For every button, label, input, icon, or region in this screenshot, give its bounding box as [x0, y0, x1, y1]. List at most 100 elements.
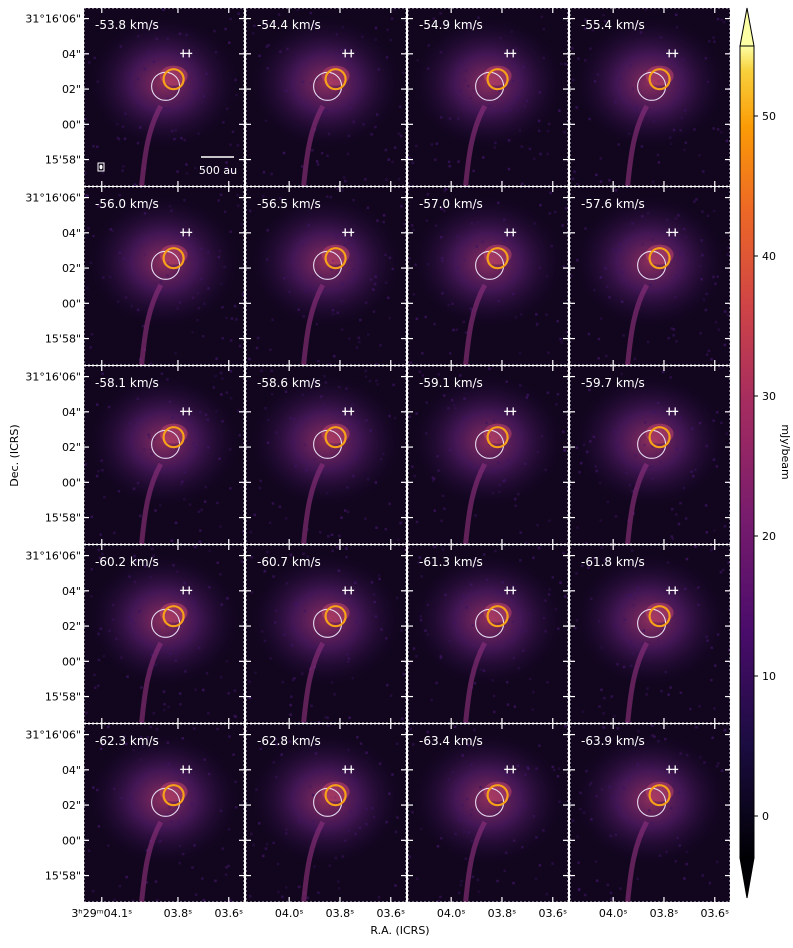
noise-pixel: [385, 178, 388, 181]
noise-pixel: [435, 142, 439, 145]
noise-pixel: [593, 80, 597, 83]
noise-pixel: [338, 534, 341, 538]
noise-pixel: [575, 572, 578, 575]
noise-pixel: [227, 864, 230, 868]
noise-pixel: [475, 245, 478, 248]
noise-pixel: [716, 128, 720, 131]
noise-pixel: [411, 811, 414, 814]
noise-pixel: [101, 468, 104, 472]
noise-pixel: [364, 375, 368, 378]
noise-pixel: [405, 21, 406, 24]
noise-pixel: [506, 459, 510, 463]
noise-pixel: [619, 887, 622, 890]
noise-pixel: [419, 827, 423, 831]
noise-pixel: [535, 323, 539, 327]
noise-pixel: [219, 371, 223, 375]
noise-pixel: [606, 883, 610, 887]
noise-pixel: [183, 581, 186, 585]
noise-pixel: [133, 183, 137, 186]
noise-pixel: [163, 708, 166, 712]
noise-pixel: [93, 56, 96, 60]
noise-pixel: [372, 816, 376, 819]
noise-pixel: [705, 635, 708, 639]
noise-pixel: [505, 773, 508, 776]
noise-pixel: [194, 446, 198, 450]
noise-pixel: [345, 387, 348, 390]
noise-pixel: [115, 122, 119, 126]
noise-pixel: [124, 112, 127, 115]
noise-pixel: [496, 879, 499, 883]
velocity-label: -57.6 km/s: [581, 197, 645, 211]
noise-pixel: [150, 452, 153, 456]
noise-pixel: [415, 877, 419, 881]
noise-pixel: [415, 655, 418, 658]
noise-pixel: [511, 80, 515, 83]
noise-pixel: [408, 156, 411, 160]
noise-pixel: [400, 204, 403, 208]
y-tick-label: 00": [62, 118, 81, 131]
noise-pixel: [154, 509, 157, 512]
noise-pixel: [193, 727, 196, 730]
noise-pixel: [225, 107, 229, 110]
noise-pixel: [439, 895, 442, 899]
noise-pixel: [388, 256, 392, 260]
noise-pixel: [364, 517, 367, 520]
noise-pixel: [178, 301, 182, 304]
noise-pixel: [415, 520, 419, 524]
noise-pixel: [600, 546, 604, 549]
noise-pixel: [235, 318, 238, 321]
noise-pixel: [575, 106, 578, 109]
noise-pixel: [539, 203, 542, 207]
noise-pixel: [528, 147, 532, 151]
noise-pixel: [630, 640, 633, 643]
noise-pixel: [268, 521, 272, 525]
y-tick-label: 00": [62, 655, 81, 668]
noise-pixel: [573, 170, 576, 173]
noise-pixel: [723, 310, 727, 313]
noise-pixel: [507, 233, 511, 237]
noise-pixel: [284, 517, 288, 520]
noise-pixel: [591, 28, 595, 32]
noise-pixel: [599, 519, 602, 522]
noise-pixel: [547, 593, 551, 596]
panel-frame: [245, 544, 407, 724]
noise-pixel: [95, 474, 99, 478]
noise-pixel: [699, 264, 702, 268]
noise-pixel: [183, 198, 186, 202]
noise-pixel: [519, 531, 522, 534]
noise-pixel: [712, 127, 715, 130]
noise-pixel: [571, 78, 575, 82]
noise-pixel: [365, 822, 368, 826]
noise-pixel: [525, 396, 529, 399]
noise-pixel: [206, 418, 209, 421]
noise-pixel: [229, 339, 233, 342]
noise-pixel: [253, 24, 256, 28]
filament: [301, 820, 325, 902]
noise-pixel: [434, 158, 437, 161]
noise-pixel: [145, 849, 149, 852]
noise-pixel: [722, 568, 725, 572]
noise-pixel: [174, 770, 178, 774]
noise-pixel: [275, 431, 278, 434]
noise-pixel: [229, 143, 232, 146]
noise-pixel: [170, 209, 173, 212]
noise-pixel: [411, 465, 414, 468]
noise-pixel: [386, 28, 389, 32]
noise-pixel: [503, 239, 506, 242]
noise-pixel: [178, 861, 181, 865]
noise-pixel: [310, 594, 313, 598]
noise-pixel: [555, 403, 558, 406]
noise-pixel: [89, 346, 92, 349]
noise-pixel: [632, 652, 635, 655]
noise-pixel: [118, 251, 122, 255]
noise-pixel: [537, 546, 541, 550]
filament: [301, 641, 325, 723]
noise-pixel: [337, 569, 341, 572]
noise-pixel: [118, 193, 122, 197]
noise-pixel: [532, 556, 535, 560]
noise-pixel: [388, 414, 391, 418]
velocity-label: -59.7 km/s: [581, 376, 645, 390]
noise-pixel: [437, 900, 440, 902]
noise-pixel: [364, 178, 367, 181]
